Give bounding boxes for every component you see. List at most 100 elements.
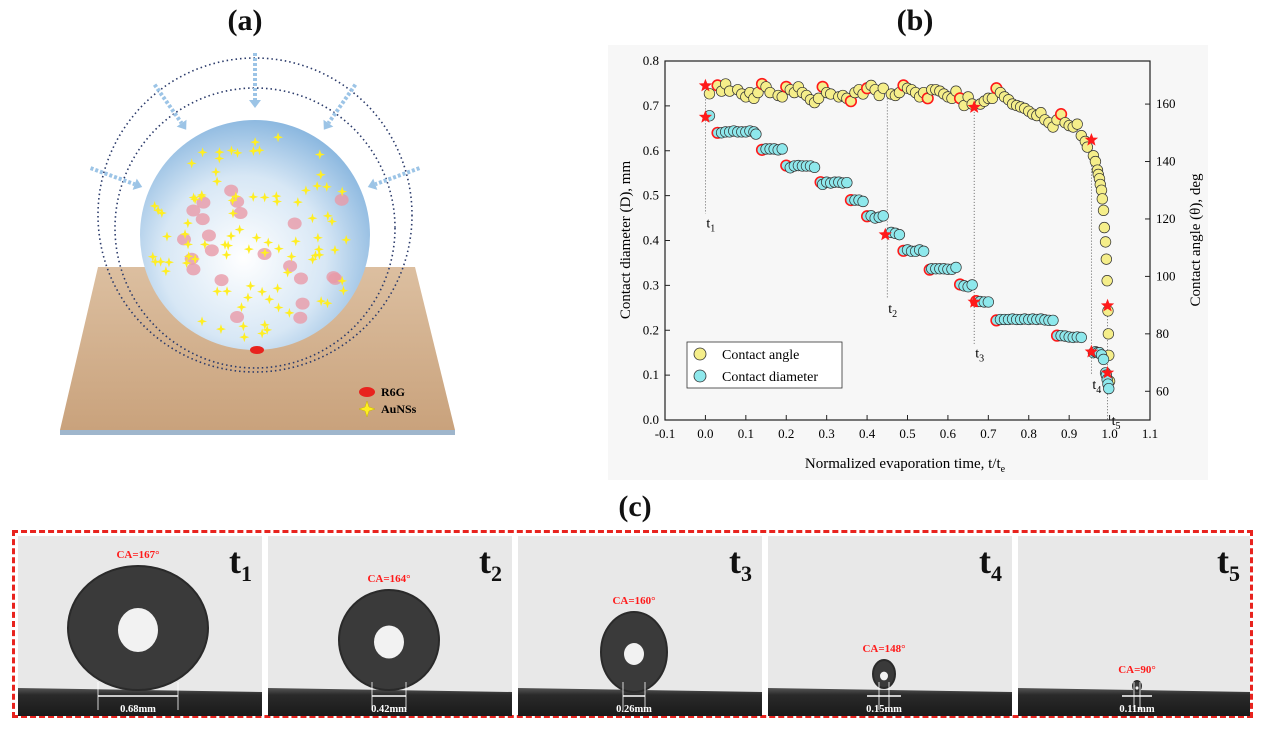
r6g-molecule: [214, 274, 229, 287]
x-axis-label: Normalized evaporation time, t/te: [805, 456, 1006, 475]
y-tick-label: 0.2: [643, 322, 659, 337]
y-tick-label: 0.6: [643, 143, 660, 158]
aunss-particle: [227, 195, 238, 206]
x-tick-label: 1.1: [1142, 426, 1158, 441]
aunss-particle: [273, 132, 284, 143]
aunss-particle: [220, 239, 231, 250]
aunss-particle: [243, 244, 254, 255]
aunss-particle: [300, 185, 311, 196]
aunss-particle: [190, 194, 201, 205]
legend: Contact angle Contact diameter: [686, 341, 843, 389]
aunss-particle: [223, 240, 234, 251]
aunss-particle: [257, 328, 268, 339]
droplet-highlight: [374, 625, 404, 659]
y-tick-label: 0.1: [643, 367, 659, 382]
aunss-particle: [263, 237, 274, 248]
aunss-particle: [259, 192, 270, 203]
x-tick-label: -0.1: [655, 426, 676, 441]
aunss-particle: [163, 257, 174, 268]
y-right-tick-label: 100: [1156, 268, 1176, 283]
droplet-photo: [268, 589, 512, 716]
ground: [518, 688, 762, 716]
panel-c-border: [12, 530, 1253, 718]
aunss-particle: [282, 267, 293, 278]
arrow-icon: [374, 166, 421, 187]
aunss-particle: [321, 181, 332, 192]
r6g-molecule: [204, 244, 219, 257]
aunss-particle: [322, 298, 333, 309]
aunss-particle: [214, 147, 225, 158]
aunss-particle: [292, 197, 303, 208]
aunss-particle: [259, 247, 270, 258]
arrowhead-icon: [132, 178, 143, 190]
aunss-particle: [196, 191, 207, 202]
aunss-particle: [182, 218, 193, 229]
ground: [768, 688, 1012, 716]
r6g-molecule: [186, 204, 201, 217]
arrow-icon: [152, 83, 184, 125]
aunss-particle: [257, 286, 268, 297]
legend-label-contact-diameter: Contact diameter: [722, 370, 818, 385]
star-marker: [1084, 133, 1099, 146]
star-marker: [1084, 344, 1099, 358]
contact-diameter-point: [1075, 331, 1087, 344]
contact-angle-point: [877, 82, 889, 94]
diameter-label: 0.11mm: [1119, 704, 1155, 715]
aunss-particle: [226, 230, 237, 241]
contact-angle-point: [1102, 328, 1115, 340]
aunss-particle: [259, 319, 270, 330]
contact-diameter-point: [857, 195, 869, 208]
legend-box: [686, 341, 843, 389]
aunss-particle: [262, 324, 273, 335]
aunss-particle: [190, 253, 201, 264]
r6g-molecule: [328, 272, 343, 285]
contact-diameter-point: [808, 161, 821, 174]
aunss-particle: [310, 250, 321, 261]
aunss-particle: [210, 166, 221, 177]
chart-background: [608, 45, 1208, 480]
aunss-particle: [251, 232, 262, 243]
contact-diameter-point: [877, 210, 889, 222]
time-marker-label: t4: [1092, 378, 1101, 396]
y-tick-label: 0.7: [643, 98, 660, 113]
time-marker-label: t3: [975, 347, 984, 365]
star-marker: [698, 78, 713, 92]
contact-angle-point: [812, 92, 825, 104]
r6g-molecule: [224, 184, 239, 197]
aunss-particle: [338, 285, 349, 296]
r6g-legend-label: R6G: [381, 385, 405, 399]
aunss-particle: [149, 200, 160, 211]
time-marker-label: t5: [1112, 414, 1121, 432]
contact-diameter-point: [776, 143, 788, 155]
aunss-particle: [322, 210, 333, 221]
panel-c-title: (c): [618, 490, 652, 523]
aunss-particle: [156, 208, 167, 219]
arrowhead-icon: [323, 119, 334, 130]
droplet-image-t4: t4 CA=148° 0.15mm: [768, 536, 1012, 716]
aunss-particle: [212, 286, 223, 297]
particles: [147, 132, 352, 343]
aunss-particle: [242, 292, 253, 303]
aunss-particle: [312, 180, 323, 191]
time-label-base: t: [979, 541, 991, 581]
y-tick-label: 0.5: [643, 188, 659, 203]
x-tick-label: 0.2: [778, 426, 794, 441]
time-label-base: t: [479, 541, 491, 581]
y-axis-label-right: Contact angle (θ), deg: [1188, 173, 1204, 306]
aunss-particle: [238, 321, 249, 332]
outer-dotted-ring: [97, 57, 413, 373]
r6g-molecule: [196, 196, 211, 209]
aunss-particle: [228, 208, 239, 219]
aunss-particle: [234, 224, 245, 235]
aunss-legend-icon: [358, 400, 376, 418]
aunss-particle: [222, 286, 233, 297]
x-tick-label: 0.0: [697, 426, 713, 441]
droplet-photo: [1018, 680, 1250, 716]
aunss-particle: [329, 244, 340, 255]
time-label: t1: [229, 540, 252, 587]
aunss-legend-label: AuNSs: [381, 402, 417, 416]
x-tick-label: 0.6: [940, 426, 957, 441]
droplet-photo: [768, 659, 1012, 716]
aunss-particle: [264, 294, 275, 305]
droplet-highlight: [1135, 686, 1139, 690]
